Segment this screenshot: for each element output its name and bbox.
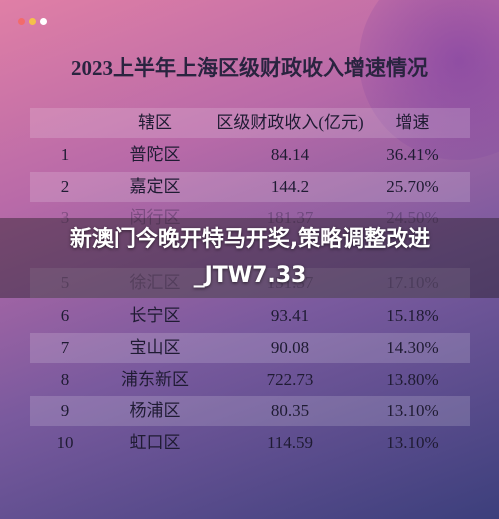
table-row: 10 虹口区 114.59 13.10% <box>30 428 470 458</box>
cell: 84.14 <box>270 145 310 164</box>
table-row: 7 宝山区 90.08 14.30% <box>30 333 470 363</box>
table-row: 9 杨浦区 80.35 13.10% <box>30 396 470 426</box>
banner-text: 新澳门今晚开特马开奖,策略调整改进_JTW7.33 <box>69 227 431 288</box>
cell: 13.10% <box>386 433 439 452</box>
table-row: 3 闵行区 181.37 24.50% <box>30 203 470 233</box>
cell: 区级财政收入(亿元) <box>216 113 364 132</box>
cell: 93.41 <box>270 306 310 325</box>
window-dot <box>18 18 25 25</box>
cell: 1 <box>60 145 70 164</box>
cell: 长宁区 <box>129 306 181 325</box>
cell: 90.08 <box>270 338 310 357</box>
cell: 144.2 <box>270 177 310 196</box>
cell: 虹口区 <box>129 433 181 452</box>
cell: 闵行区 <box>129 208 181 227</box>
cell: 10 <box>56 433 74 452</box>
cell: 徐汇区 <box>129 273 181 292</box>
cell: 8 <box>60 370 70 389</box>
cell: 嘉定区 <box>129 177 181 196</box>
window-dot <box>40 18 47 25</box>
header-row: 辖区 区级财政收入(亿元) 增速 <box>30 108 470 138</box>
cell: 浦东新区 <box>121 370 189 389</box>
cell: 14.30% <box>386 338 439 357</box>
cell: 13.80% <box>386 370 439 389</box>
cell: 2 <box>60 177 70 196</box>
cell: 722.73 <box>266 370 314 389</box>
cell: 15.18% <box>386 306 439 325</box>
cell: 普陀区 <box>129 145 181 164</box>
cell: 增速 <box>395 113 430 132</box>
table-row: 2 嘉定区 144.2 25.70% <box>30 172 470 202</box>
cell: 80.35 <box>270 401 310 420</box>
cell: 9 <box>60 401 70 420</box>
cell: 151.37 <box>266 273 314 292</box>
table-row: 8 浦东新区 722.73 13.80% <box>30 365 470 395</box>
cell: 17.10% <box>386 273 439 292</box>
title: 2023上半年上海区级财政收入增速情况 <box>71 56 428 80</box>
cell: 3 <box>60 208 70 227</box>
cell: 13.10% <box>386 401 439 420</box>
table-row: 1 普陀区 84.14 36.41% <box>30 140 470 170</box>
window-dot <box>29 18 36 25</box>
cell: 25.70% <box>386 177 439 196</box>
cell: 114.59 <box>266 433 314 452</box>
cell: 24.50% <box>386 208 439 227</box>
table-row: 6 长宁区 93.41 15.18% <box>30 301 470 331</box>
table-row: 5 徐汇区 151.37 17.10% <box>30 268 470 298</box>
cell: 7 <box>60 338 70 357</box>
cell: 6 <box>60 306 70 325</box>
banner-band <box>0 218 499 298</box>
cell: 36.41% <box>386 145 439 164</box>
cell: 辖区 <box>138 113 172 132</box>
cell: 杨浦区 <box>129 401 181 420</box>
cell: 5 <box>60 273 70 292</box>
cell: 181.37 <box>266 208 314 227</box>
cell: 宝山区 <box>129 338 181 357</box>
